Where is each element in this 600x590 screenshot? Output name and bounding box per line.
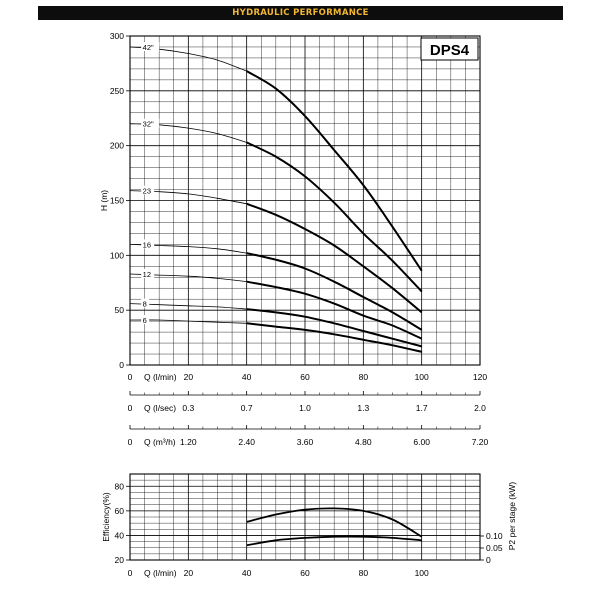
x-axis-origin-label: 0 xyxy=(128,372,133,382)
y-axis-label: Efficiency(%) xyxy=(101,492,111,542)
secondary-axis-label: Q (l/sec) xyxy=(144,403,176,413)
secondary-axis-origin-label: 0 xyxy=(128,403,133,413)
x-tick-label: 60 xyxy=(300,372,310,382)
curve-8-line xyxy=(246,308,422,348)
secondary-tick-label: 1.7 xyxy=(416,403,428,413)
x-tick-label: 60 xyxy=(300,568,310,578)
x-tick-label: 40 xyxy=(242,568,252,578)
curve-label: 32" xyxy=(143,120,154,129)
secondary-tick-label: 3.60 xyxy=(297,437,314,447)
curve-label-bg xyxy=(141,315,150,325)
secondary-tick-label: 1.20 xyxy=(180,437,197,447)
curve-label: 16 xyxy=(143,240,151,249)
x-tick-label: 80 xyxy=(359,372,369,382)
header-bar: HYDRAULIC PERFORMANCE xyxy=(38,6,563,20)
x-tick-label: 40 xyxy=(242,372,252,382)
x-axis-label: Q (l/min) xyxy=(144,568,177,578)
curve-32-line xyxy=(246,141,423,293)
curve-8-low-flow xyxy=(129,303,247,310)
y-axis-label: H (m) xyxy=(99,190,109,211)
x-tick-label: 20 xyxy=(184,568,194,578)
y2-axis-label: P2 per stage (kW) xyxy=(507,482,517,551)
y2-tick-label: 0.05 xyxy=(486,543,503,553)
y-tick-label: 20 xyxy=(115,555,125,565)
x-tick-label: 100 xyxy=(415,372,429,382)
curve-12-line xyxy=(246,280,423,340)
curve-label: 6 xyxy=(143,316,147,325)
curve-label-bg xyxy=(141,185,155,195)
x-axis-label: Q (l/min) xyxy=(144,372,177,382)
curve-label-bg xyxy=(141,41,160,51)
curve-42-line xyxy=(246,70,423,272)
y2-tick-label: 0.10 xyxy=(486,531,503,541)
curve-6-low-flow xyxy=(129,319,247,324)
curve-label: 42" xyxy=(143,43,154,52)
y-tick-label: 60 xyxy=(115,506,125,516)
curve-label-bg xyxy=(141,298,150,308)
secondary-tick-label: 1.0 xyxy=(299,403,311,413)
secondary-tick-label: 0.3 xyxy=(182,403,194,413)
x-tick-label: 100 xyxy=(415,568,429,578)
y-tick-label: 200 xyxy=(110,141,124,151)
secondary-axis-origin-label: 0 xyxy=(128,437,133,447)
y-tick-label: 40 xyxy=(115,530,125,540)
curve-23-line xyxy=(246,202,423,314)
y-tick-label: 150 xyxy=(110,196,124,206)
x-tick-label: 80 xyxy=(359,568,369,578)
secondary-tick-label: 1.3 xyxy=(357,403,369,413)
plot-frame xyxy=(129,473,481,561)
curve-label-bg xyxy=(141,268,155,278)
y-tick-label: 300 xyxy=(110,31,124,41)
y2-tick-label: 0 xyxy=(486,555,491,565)
x-tick-label: 20 xyxy=(184,372,194,382)
curve-label: 12 xyxy=(143,270,151,279)
curve-label-bg xyxy=(141,239,155,249)
secondary-tick-label: 7.20 xyxy=(472,437,489,447)
curve-label: 8 xyxy=(143,300,147,309)
secondary-tick-label: 0.7 xyxy=(241,403,253,413)
curve-16-line xyxy=(246,252,423,331)
y-tick-label: 50 xyxy=(115,305,125,315)
model-label: DPS4 xyxy=(430,42,470,59)
power-curve-line xyxy=(246,535,422,547)
y-tick-label: 80 xyxy=(115,481,125,491)
header-title: HYDRAULIC PERFORMANCE xyxy=(232,8,369,18)
curve-label-bg xyxy=(141,118,160,128)
secondary-tick-label: 6.00 xyxy=(413,437,430,447)
x-tick-label: 120 xyxy=(473,372,487,382)
y-tick-label: 100 xyxy=(110,250,124,260)
secondary-tick-label: 2.0 xyxy=(474,403,486,413)
curve-label: 23 xyxy=(143,187,151,196)
x-axis-origin-label: 0 xyxy=(128,568,133,578)
model-label-box xyxy=(420,37,479,61)
y-tick-label: 0 xyxy=(119,360,124,370)
y-tick-label: 250 xyxy=(110,86,124,96)
secondary-axis-label: Q (m³/h) xyxy=(144,437,176,447)
secondary-tick-label: 2.40 xyxy=(238,437,255,447)
efficiency-curve-line xyxy=(246,507,423,538)
curve-6-line xyxy=(246,322,422,353)
secondary-tick-label: 4.80 xyxy=(355,437,372,447)
